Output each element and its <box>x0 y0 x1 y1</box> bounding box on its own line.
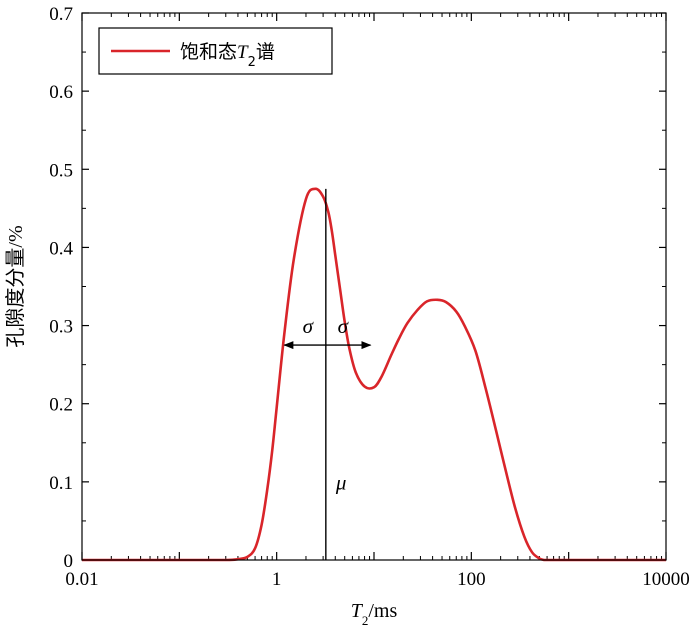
sigma-left-label: σ <box>303 314 315 338</box>
y-tick-label: 0.6 <box>49 82 73 103</box>
x-axis-label: T2/ms <box>351 600 398 628</box>
x-tick-label: 0.01 <box>65 569 98 590</box>
sigma-right-label: σ <box>338 314 350 338</box>
series-line <box>82 187 666 562</box>
y-tick-label: 0 <box>64 551 74 572</box>
axis-ticks: 0 0.1 0.2 0.3 0.4 0.5 0.6 0.7 0.01 1 100 10000 <box>49 4 690 590</box>
mu-label: μ <box>335 471 347 495</box>
legend-label: 饱和态T2谱 <box>180 41 275 70</box>
legend: 饱和态T2谱 <box>98 27 333 75</box>
y-axis-label: 孔隙度分量/% <box>4 225 27 347</box>
y-tick-label: 0.2 <box>49 395 73 416</box>
y-tick-label: 0.5 <box>49 160 73 181</box>
series-layer <box>82 187 666 562</box>
annotations: σ σ μ <box>283 188 372 560</box>
x-tick-label: 10000 <box>642 569 690 590</box>
y-tick-label: 0.3 <box>49 317 73 338</box>
x-tick-label: 100 <box>457 569 486 590</box>
y-tick-label: 0.7 <box>49 4 73 25</box>
y-tick-label: 0.4 <box>49 238 73 259</box>
y-tick-label: 0.1 <box>49 473 73 494</box>
plot-frame <box>81 12 667 561</box>
x-tick-label: 1 <box>272 569 282 590</box>
